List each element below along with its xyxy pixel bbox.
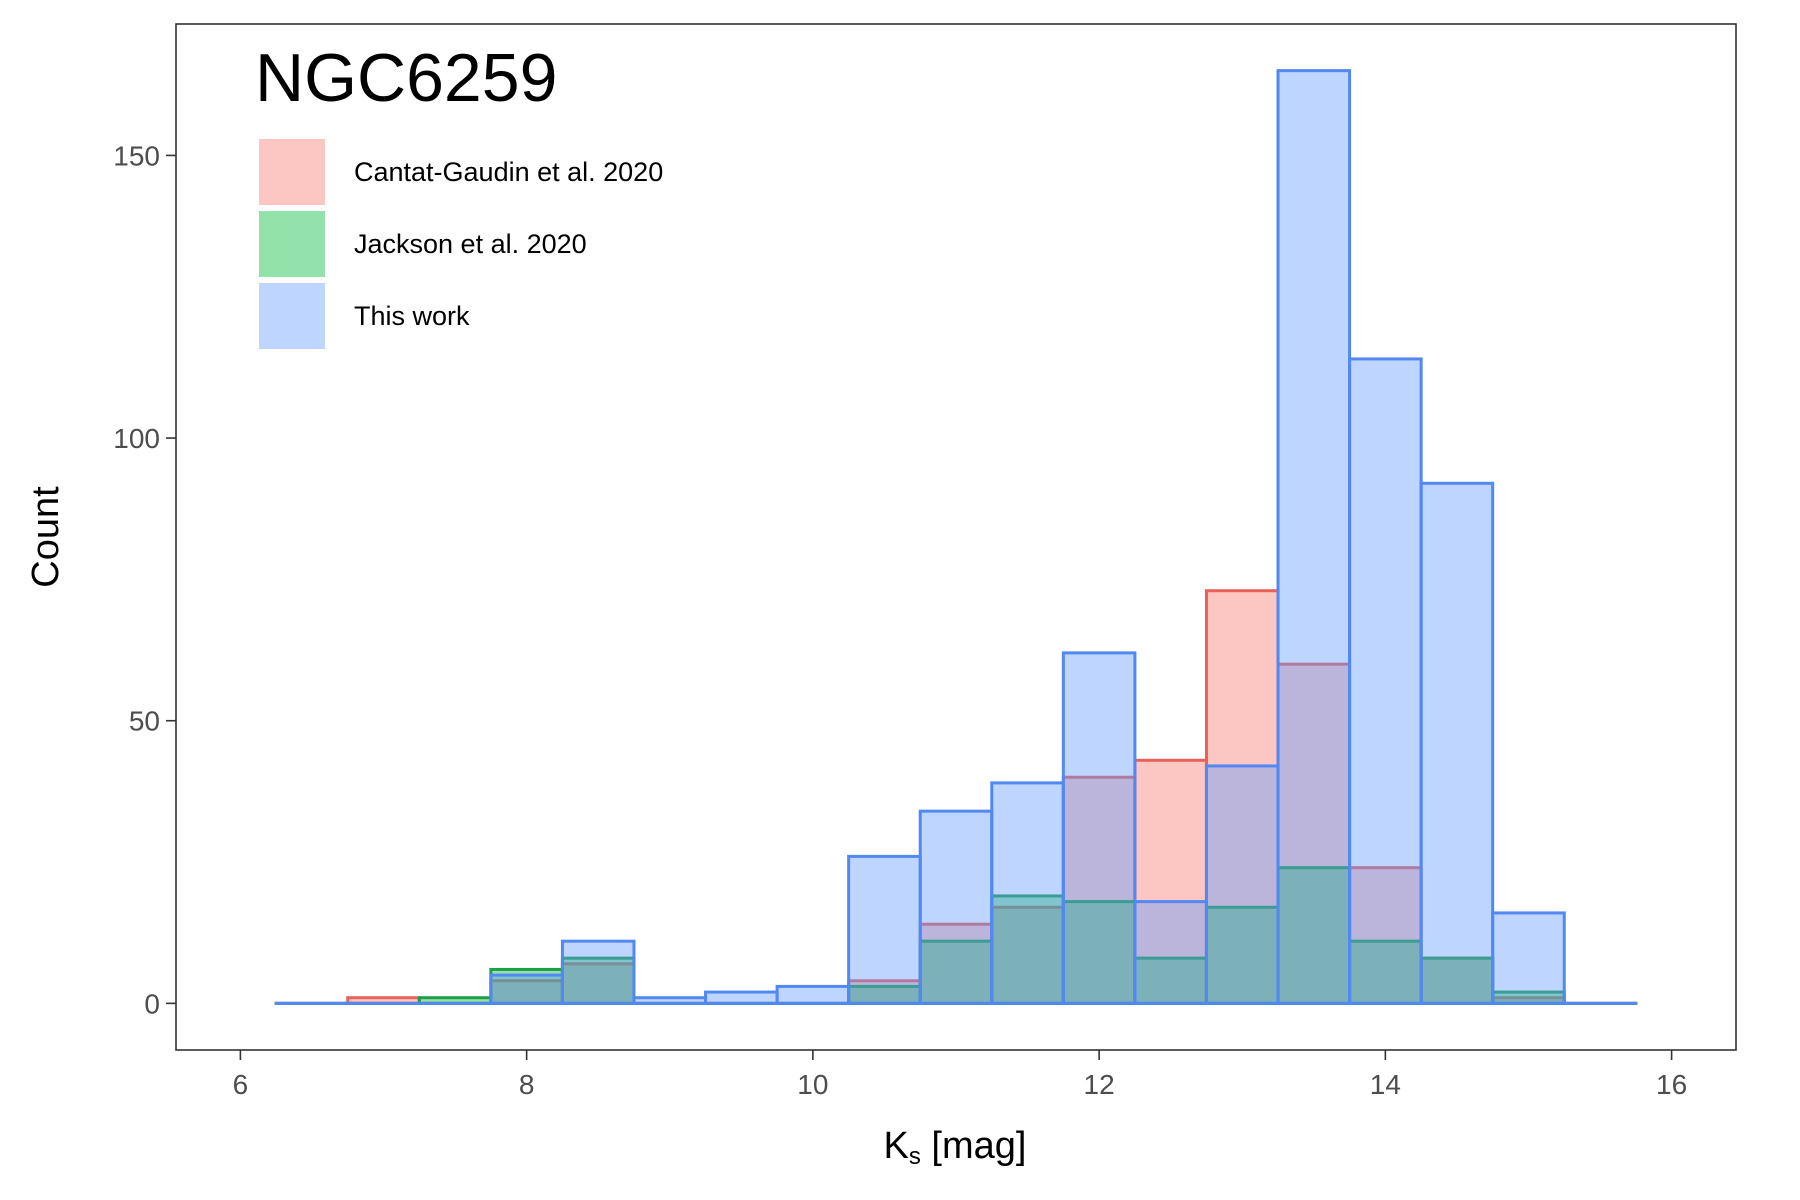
bar-s2-6 [704,990,779,1005]
legend-swatch-2 [259,283,325,349]
bar-s2-16 [1419,481,1495,1005]
bar-s2-9 [918,809,994,1005]
legend-label-2: This work [354,301,470,331]
bar-s0-14 [1276,662,1352,1005]
x-axis: 6 8 10 12 14 16 [233,1050,1687,1100]
y-axis-title: Count [25,486,67,588]
bars-layer [274,69,1638,1005]
bar-s0-12 [1133,758,1208,1005]
x-tick-label-0: 6 [233,1069,249,1100]
bar-s2-10 [990,781,1065,1005]
x-axis-title-main: K [884,1125,909,1167]
bar-s1-16 [1419,956,1495,1005]
y-tick-label-3: 150 [113,140,160,171]
y-tick-label-1: 50 [129,706,160,737]
bar-s2-13 [1204,764,1280,1005]
legend-swatch-0 [259,139,325,205]
bar-s2-11 [1061,651,1137,1005]
x-axis-title-unit: [mag] [921,1125,1027,1167]
bar-s0-11 [1061,775,1137,1005]
panel-border [175,23,1737,1051]
legend-label-1: Jackson et al. 2020 [354,229,587,259]
x-axis-title: Ks [mag] [884,1125,1027,1170]
x-tick-label-3: 12 [1084,1069,1115,1100]
bar-s2-3 [489,973,564,1005]
bar-s2-15 [1348,357,1423,1005]
y-tick-label-0: 0 [144,988,160,1019]
series-2 [274,69,1638,1005]
legend: Cantat-Gaudin et al. 2020 Jackson et al. … [259,139,663,349]
chart-title: NGC6259 [255,40,557,116]
bar-s0-10 [990,905,1065,1005]
bar-s2-7 [775,984,851,1005]
x-tick-label-1: 8 [519,1069,535,1100]
bar-s2-12 [1133,900,1208,1005]
bar-s2-17 [1491,911,1566,1005]
series-0 [274,589,1638,1005]
bar-s2-14 [1276,69,1352,1005]
x-axis-title-subscript: s [909,1143,921,1170]
y-axis: 0 50 100 150 [113,140,176,1019]
bar-s0-4 [560,962,636,1005]
x-tick-label-5: 16 [1656,1069,1687,1100]
legend-swatch-1 [259,211,325,277]
bar-s2-8 [847,854,922,1005]
bar-s2-4 [560,939,636,1005]
y-tick-label-2: 100 [113,423,160,454]
legend-label-0: Cantat-Gaudin et al. 2020 [354,157,663,187]
x-tick-label-2: 10 [797,1069,828,1100]
bar-s2-5 [632,996,708,1005]
bar-s1-4 [560,956,636,1005]
x-tick-label-4: 14 [1370,1069,1401,1100]
bar-s1-9 [918,939,994,1005]
